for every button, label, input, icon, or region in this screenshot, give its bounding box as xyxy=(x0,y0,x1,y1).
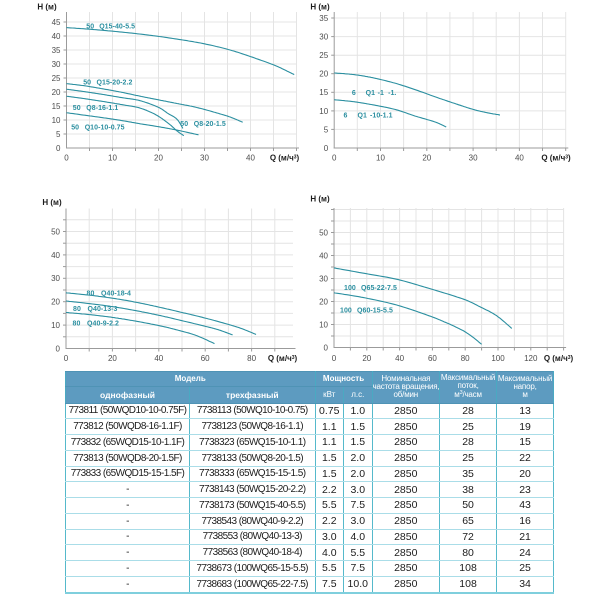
svg-text:H (м): H (м) xyxy=(37,3,57,12)
svg-text:20: 20 xyxy=(52,88,61,97)
svg-text:80: 80 xyxy=(461,354,470,363)
svg-text:0: 0 xyxy=(56,344,61,353)
svg-text:10: 10 xyxy=(52,116,61,125)
svg-text:H (м): H (м) xyxy=(310,3,330,12)
svg-text:40: 40 xyxy=(395,354,404,363)
svg-text:25: 25 xyxy=(52,74,61,83)
svg-text:0: 0 xyxy=(56,144,61,153)
svg-text:H (м): H (м) xyxy=(310,195,330,204)
svg-text:60: 60 xyxy=(201,354,210,363)
svg-text:60: 60 xyxy=(428,354,437,363)
svg-text:40: 40 xyxy=(319,251,328,260)
svg-text:10: 10 xyxy=(319,107,328,116)
svg-text:15: 15 xyxy=(319,88,328,97)
svg-text:40: 40 xyxy=(515,154,524,163)
svg-text:20: 20 xyxy=(108,354,117,363)
svg-text:0: 0 xyxy=(332,354,337,363)
svg-text:10: 10 xyxy=(51,321,60,330)
svg-text:10: 10 xyxy=(376,154,385,163)
svg-text:5: 5 xyxy=(56,130,61,139)
svg-text:0: 0 xyxy=(64,354,69,363)
svg-text:Q (м/ч3): Q (м/ч3) xyxy=(270,154,300,163)
svg-text:20: 20 xyxy=(154,154,163,163)
svg-text:20: 20 xyxy=(422,154,431,163)
svg-text:30: 30 xyxy=(469,154,478,163)
svg-text:6Q1-10-1.1: 6 Q1 -10-1.1 xyxy=(344,113,393,120)
svg-text:Q (м/ч3): Q (м/ч3) xyxy=(544,354,574,363)
svg-text:40: 40 xyxy=(154,354,163,363)
svg-text:10: 10 xyxy=(319,320,328,329)
svg-text:40: 40 xyxy=(52,32,61,41)
svg-text:6Q1-1-1.: 6 Q1 -1 -1. xyxy=(352,90,397,97)
svg-text:5: 5 xyxy=(324,125,329,134)
svg-text:40: 40 xyxy=(246,154,255,163)
svg-text:15: 15 xyxy=(52,102,61,111)
svg-text:H (м): H (м) xyxy=(42,198,62,207)
svg-text:30: 30 xyxy=(319,274,328,283)
svg-text:30: 30 xyxy=(52,60,61,69)
svg-text:80: 80 xyxy=(247,354,256,363)
svg-text:0: 0 xyxy=(324,144,329,153)
svg-text:50: 50 xyxy=(319,228,328,237)
svg-text:30: 30 xyxy=(200,154,209,163)
svg-text:Q (м/ч3): Q (м/ч3) xyxy=(268,354,298,363)
svg-text:30: 30 xyxy=(319,33,328,42)
svg-text:Q (м/ч3): Q (м/ч3) xyxy=(541,154,571,163)
svg-text:20: 20 xyxy=(362,354,371,363)
svg-text:120: 120 xyxy=(524,354,538,363)
svg-text:100: 100 xyxy=(491,354,505,363)
svg-text:20: 20 xyxy=(51,298,60,307)
svg-text:0: 0 xyxy=(332,154,337,163)
svg-text:25: 25 xyxy=(319,51,328,60)
svg-text:35: 35 xyxy=(52,46,61,55)
svg-text:0: 0 xyxy=(324,343,329,352)
svg-text:45: 45 xyxy=(52,18,61,27)
svg-text:20: 20 xyxy=(319,297,328,306)
svg-text:35: 35 xyxy=(319,14,328,23)
svg-text:30: 30 xyxy=(51,274,60,283)
svg-text:0: 0 xyxy=(64,154,69,163)
svg-text:40: 40 xyxy=(51,251,60,260)
svg-text:10: 10 xyxy=(108,154,117,163)
svg-text:50: 50 xyxy=(51,227,60,236)
svg-text:20: 20 xyxy=(319,70,328,79)
